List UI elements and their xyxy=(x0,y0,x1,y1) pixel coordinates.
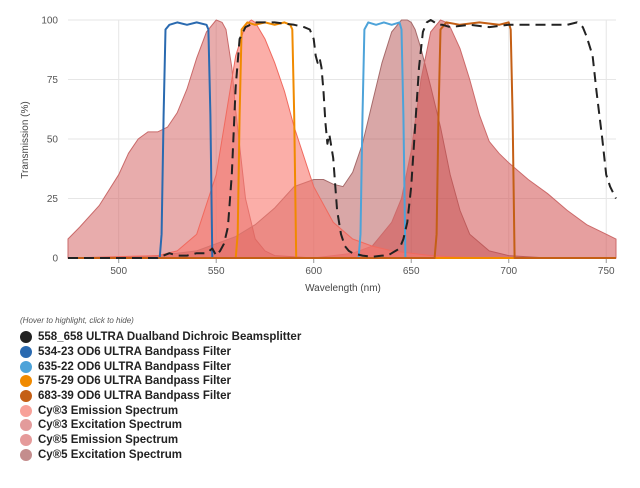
legend-item-f683[interactable]: 683-39 OD6 ULTRA Bandpass Filter xyxy=(20,389,620,404)
legend-swatch xyxy=(20,448,32,461)
legend-items: 558_658 ULTRA Dualband Dichroic Beamspli… xyxy=(20,330,620,462)
legend-label: 534-23 OD6 ULTRA Bandpass Filter xyxy=(38,346,231,359)
x-tick-label: 650 xyxy=(403,266,420,277)
spectrum-areas xyxy=(67,19,617,259)
filter-line-f534[interactable] xyxy=(68,21,616,259)
legend-swatch xyxy=(20,404,32,417)
spectrum-area-cy5em[interactable] xyxy=(68,19,617,259)
legend-swatch xyxy=(20,375,32,388)
y-axis-title: Transmission (%) xyxy=(20,101,31,178)
beamsplitter-line[interactable] xyxy=(68,19,617,259)
legend-swatch xyxy=(20,390,32,403)
legend-item-cy5ex[interactable]: Cy®5 Excitation Spectrum xyxy=(20,448,620,463)
legend-label: 683-39 OD6 ULTRA Bandpass Filter xyxy=(38,390,231,403)
x-axis-title: Wavelength (nm) xyxy=(305,283,381,294)
filter-line-f683[interactable] xyxy=(68,21,616,259)
x-tick-label: 550 xyxy=(208,266,225,277)
legend-swatch xyxy=(20,434,32,447)
legend-label: 558_658 ULTRA Dualband Dichroic Beamspli… xyxy=(38,331,302,344)
legend-item-f575[interactable]: 575-29 OD6 ULTRA Bandpass Filter xyxy=(20,374,620,389)
legend-swatch xyxy=(20,346,32,359)
legend-swatch xyxy=(20,331,32,344)
y-tick-label: 0 xyxy=(52,254,58,265)
y-tick-label: 50 xyxy=(47,135,59,146)
legend-item-f635[interactable]: 635-22 OD6 ULTRA Bandpass Filter xyxy=(20,359,620,374)
legend-label: 575-29 OD6 ULTRA Bandpass Filter xyxy=(38,375,231,388)
spectrum-area-cy3em[interactable] xyxy=(67,19,616,259)
y-tick-label: 100 xyxy=(41,16,58,27)
legend-hint: (Hover to highlight, click to hide) xyxy=(20,316,134,325)
legend-swatch xyxy=(20,360,32,373)
legend-item-cy3ex[interactable]: Cy®3 Excitation Spectrum xyxy=(20,418,620,433)
legend-swatch xyxy=(20,419,32,432)
x-tick-label: 500 xyxy=(110,266,127,277)
y-axis-ticks: 0 25 50 75 100 xyxy=(41,16,58,265)
legend-item-cy3em[interactable]: Cy®3 Emission Spectrum xyxy=(20,403,620,418)
legend-item-bs[interactable]: 558_658 ULTRA Dualband Dichroic Beamspli… xyxy=(20,330,620,345)
x-tick-label: 700 xyxy=(500,266,517,277)
filter-lines xyxy=(68,19,617,259)
y-tick-label: 25 xyxy=(47,194,59,205)
legend-label: Cy®3 Excitation Spectrum xyxy=(38,419,182,432)
legend-item-f534[interactable]: 534-23 OD6 ULTRA Bandpass Filter xyxy=(20,345,620,360)
x-tick-label: 600 xyxy=(305,266,322,277)
spectra-chart: 0 25 50 75 100 500 550 600 650 700 750 Wavelength… xyxy=(20,16,617,294)
legend-label: 635-22 OD6 ULTRA Bandpass Filter xyxy=(38,360,231,373)
x-tick-label: 750 xyxy=(598,266,615,277)
legend-item-cy5em[interactable]: Cy®5 Emission Spectrum xyxy=(20,433,620,448)
legend-label: Cy®5 Excitation Spectrum xyxy=(38,448,182,461)
legend-label: Cy®5 Emission Spectrum xyxy=(38,434,179,447)
y-tick-label: 75 xyxy=(47,75,59,86)
legend: (Hover to highlight, click to hide) 558_… xyxy=(20,316,620,462)
legend-label: Cy®3 Emission Spectrum xyxy=(38,404,179,417)
x-axis-ticks: 500 550 600 650 700 750 xyxy=(110,266,615,277)
filter-line-f635[interactable] xyxy=(68,21,616,259)
